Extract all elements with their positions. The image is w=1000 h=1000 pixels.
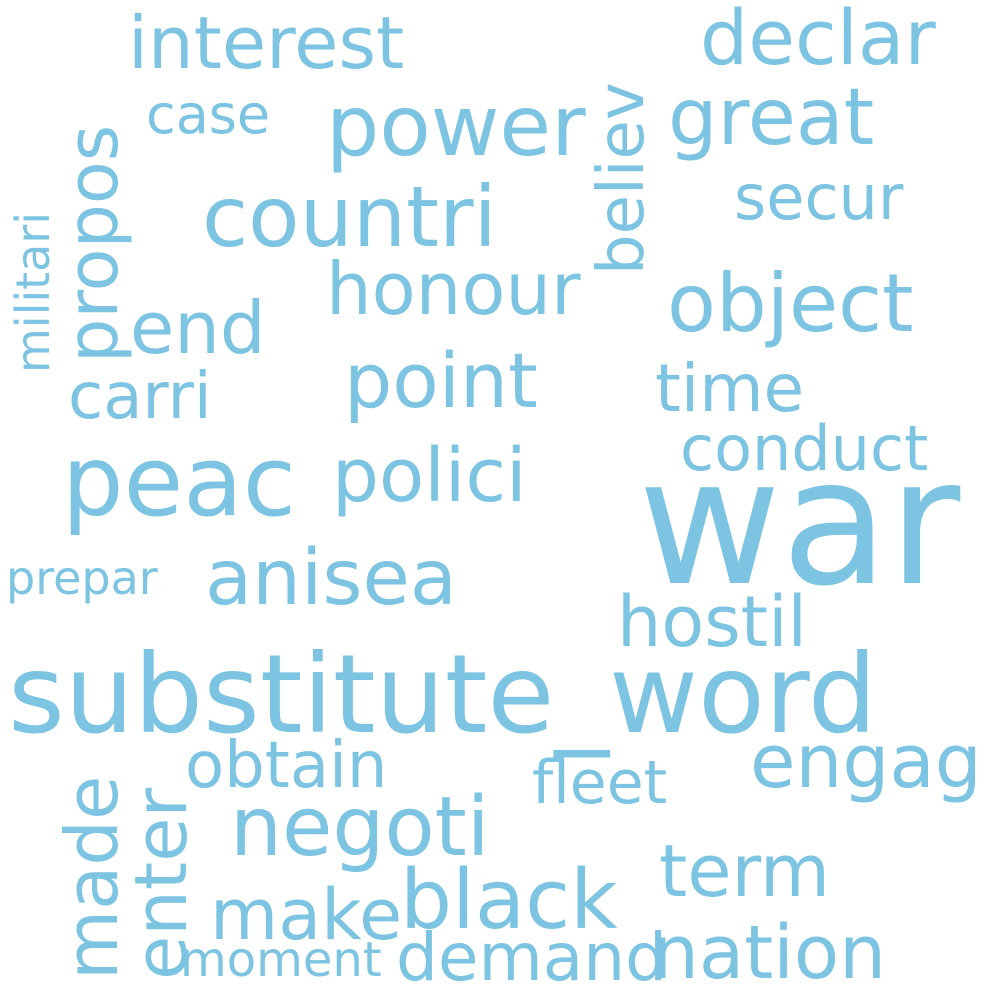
word-demand: demand: [396, 919, 667, 996]
word-nation: nation: [652, 910, 886, 996]
word-moment: moment: [180, 932, 382, 988]
word-enter: enter: [119, 787, 203, 980]
word-conduct: conduct: [680, 412, 929, 485]
word-negoti: negoti: [230, 780, 490, 875]
word-war: war: [638, 422, 961, 625]
word-prepar: prepar: [6, 551, 158, 605]
word-countri: countri: [202, 168, 497, 266]
word-end: end: [130, 286, 266, 370]
word-secur: secur: [734, 161, 904, 234]
word-made: made: [50, 775, 134, 980]
word-case: case: [146, 83, 271, 146]
word-time: time: [655, 350, 805, 427]
word-make: make: [210, 874, 403, 956]
word-power: power: [326, 77, 586, 175]
word-peac: peac: [62, 425, 297, 538]
word-militari: militari: [6, 211, 60, 373]
word-obtain: obtain: [185, 729, 388, 803]
word-black: black: [400, 853, 618, 948]
word-polici: polici: [332, 433, 527, 519]
word-engag: engag: [750, 719, 982, 805]
word-great: great: [668, 73, 875, 163]
word-substitute-word: substitute_word: [8, 631, 877, 758]
word-term: term: [659, 829, 830, 913]
word-interest: interest: [128, 1, 405, 85]
word-propos: propos: [52, 124, 134, 363]
word-point: point: [344, 336, 538, 425]
word-believ: believ: [585, 82, 659, 275]
word-object: object: [667, 257, 914, 350]
word-honour: honour: [326, 247, 581, 331]
word-anisea: anisea: [205, 534, 458, 623]
word-fleet: fleet: [532, 748, 668, 818]
word-carri: carri: [68, 360, 212, 434]
word-declar: declar: [700, 0, 936, 82]
word-hostil: hostil: [617, 581, 808, 663]
